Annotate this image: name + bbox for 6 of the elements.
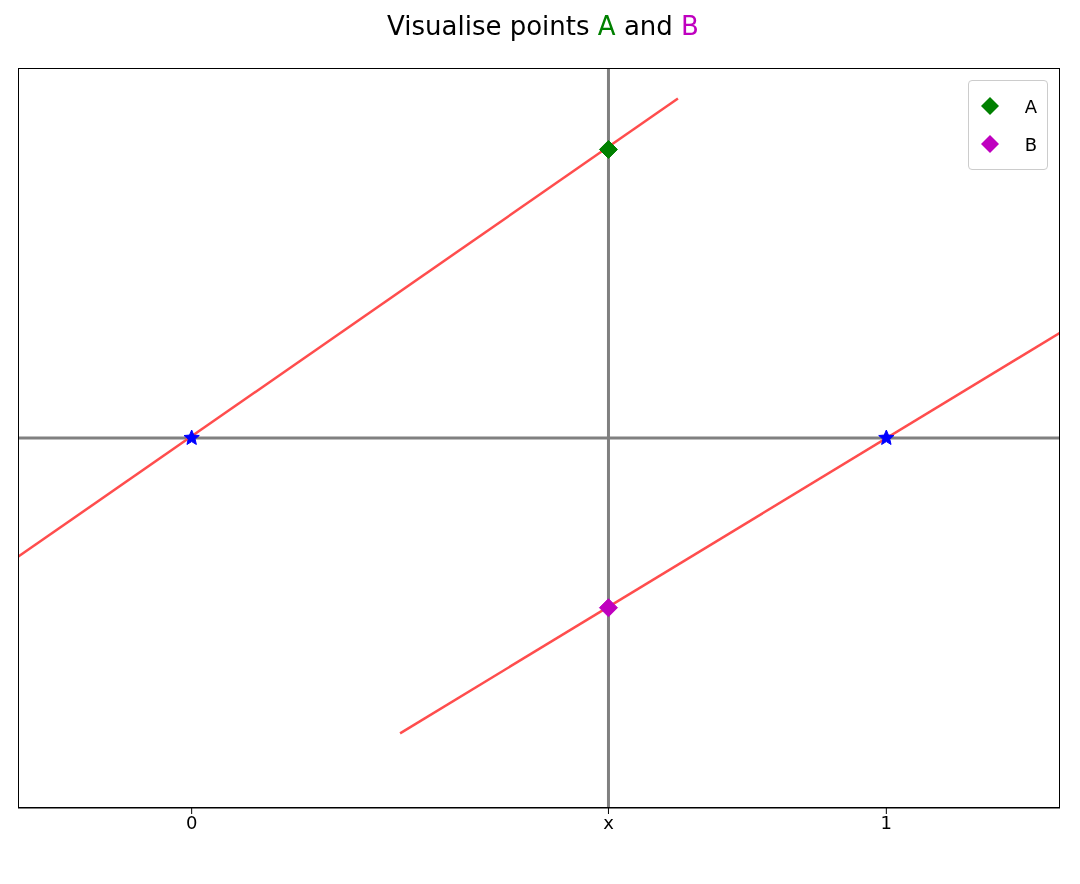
legend-label: A — [1024, 95, 1037, 117]
x-tick-label: 0 — [185, 811, 198, 833]
legend-label: B — [1024, 133, 1037, 155]
x-tick-label: 1 — [880, 811, 893, 833]
x-tick-label: x — [603, 811, 615, 833]
chart-title: Visualise points A and B — [387, 11, 699, 41]
